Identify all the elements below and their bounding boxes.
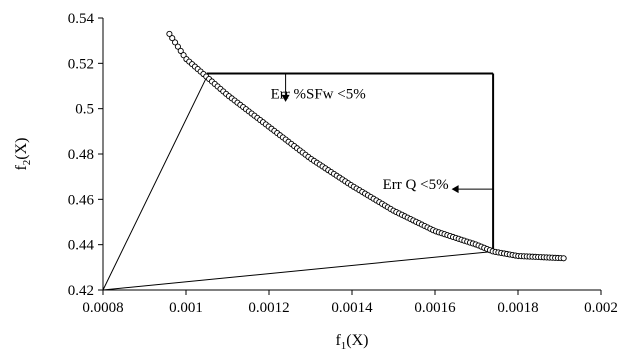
x-tick-label: 0.001 [169,300,203,316]
y-axis-title-main: f [13,165,30,171]
constraint-annotations: Err %SFw <5% Err Q <5% [271,73,494,194]
pareto-point [180,52,187,59]
y-tick-label: 0.48 [68,147,94,163]
y-axis-title: f2(X) [13,137,33,170]
x-tick-label: 0.0008 [82,300,123,316]
pareto-point [172,39,179,46]
annotation-label: Err %SFw <5% [271,86,366,102]
guide-lines [102,72,495,291]
y-tick-label: 0.54 [68,11,95,27]
reference-line-upper [102,76,208,291]
x-axis-title-main: f [335,332,341,349]
x-tick-label: 0.0018 [497,300,538,316]
arrow-left-head [451,185,459,194]
x-tick-label: 0.0014 [331,300,373,316]
x-tick-label: 0.0016 [414,300,456,316]
x-axis-title-tail: (X) [346,332,368,349]
y-axis-title-tail: (X) [13,137,30,159]
y-tick-label: 0.5 [75,102,94,118]
y-tick-label: 0.52 [68,56,94,72]
annotation-label: Err Q <5% [383,177,449,193]
y-tick-label: 0.42 [68,283,94,299]
arrow-down-head [281,94,290,102]
plot-axes [102,18,601,291]
x-axis-title-sub: 1 [341,340,347,352]
y-axis-title-sub: 2 [21,160,33,166]
pareto-points [166,30,567,262]
pareto-point [174,43,181,50]
y-tick-label: 0.46 [68,192,95,208]
axis-ticks: 0.0008 0.001 0.0012 0.0014 0.0016 0.0018 0.002… [68,11,618,316]
x-axis-title: f1(X) [335,332,368,352]
reference-line-lower [102,250,494,291]
pareto-point [166,30,173,37]
x-tick-label: 0.002 [584,300,618,316]
y-tick-label: 0.44 [68,238,95,254]
pareto-point [560,255,567,262]
pareto-point [177,47,184,54]
pareto-point [169,35,176,42]
x-tick-label: 0.0012 [248,300,289,316]
